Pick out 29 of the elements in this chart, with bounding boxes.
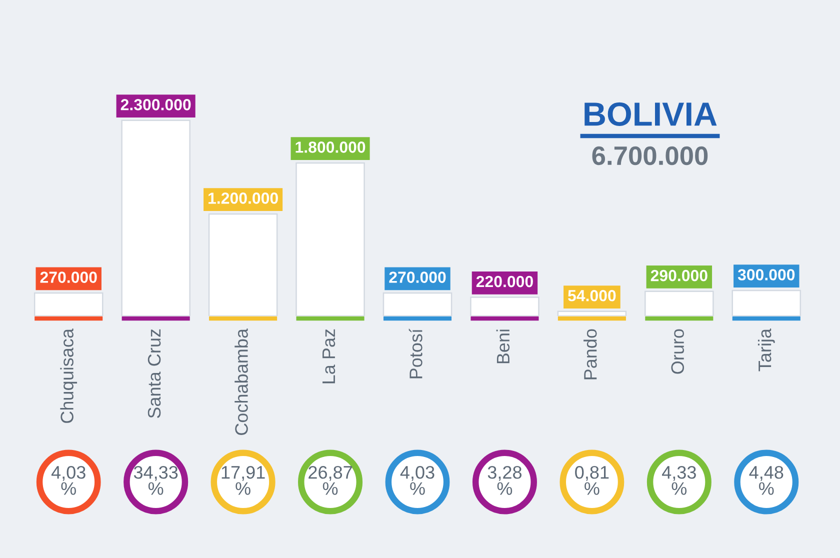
chart-title: BOLIVIA (584, 102, 717, 126)
text: 0,81 % (575, 466, 609, 495)
x-tick-label: Santa Cruz (148, 329, 161, 418)
text: 4,33 % (662, 466, 696, 495)
text: 17,91 % (222, 466, 265, 495)
x-tick-label: Potosí (408, 328, 422, 378)
data-label: 300.000 (738, 269, 795, 280)
text: 3,28 % (488, 466, 522, 495)
x-tick-label: Chuquisaca (60, 328, 78, 423)
x-tick-label: Cochabamba (234, 328, 248, 435)
data-label: 270.000 (389, 272, 446, 283)
text: 34,33 % (134, 466, 178, 495)
x-tick-label: Pando (584, 329, 597, 380)
text: 4,03 % (51, 466, 86, 495)
data-label: 54.000 (568, 290, 616, 302)
x-tick-label: Oruro (671, 329, 684, 374)
text: 6.700.000 (592, 146, 708, 166)
data-label: 1.800.000 (296, 142, 366, 153)
data-label: 2.300.000 (120, 99, 191, 110)
data-label: 270.000 (40, 272, 97, 283)
text: 26,87 % (308, 466, 352, 495)
x-tick-label: Tarija (758, 328, 775, 372)
data-label: 220.000 (476, 276, 533, 288)
x-tick-label: La Paz (322, 329, 336, 384)
text: 4,03 % (400, 466, 434, 495)
x-tick-label: Beni (496, 330, 510, 364)
text: 4,48 % (749, 466, 784, 495)
data-label: 1.200.000 (208, 192, 278, 204)
data-label: 290.000 (650, 270, 708, 282)
